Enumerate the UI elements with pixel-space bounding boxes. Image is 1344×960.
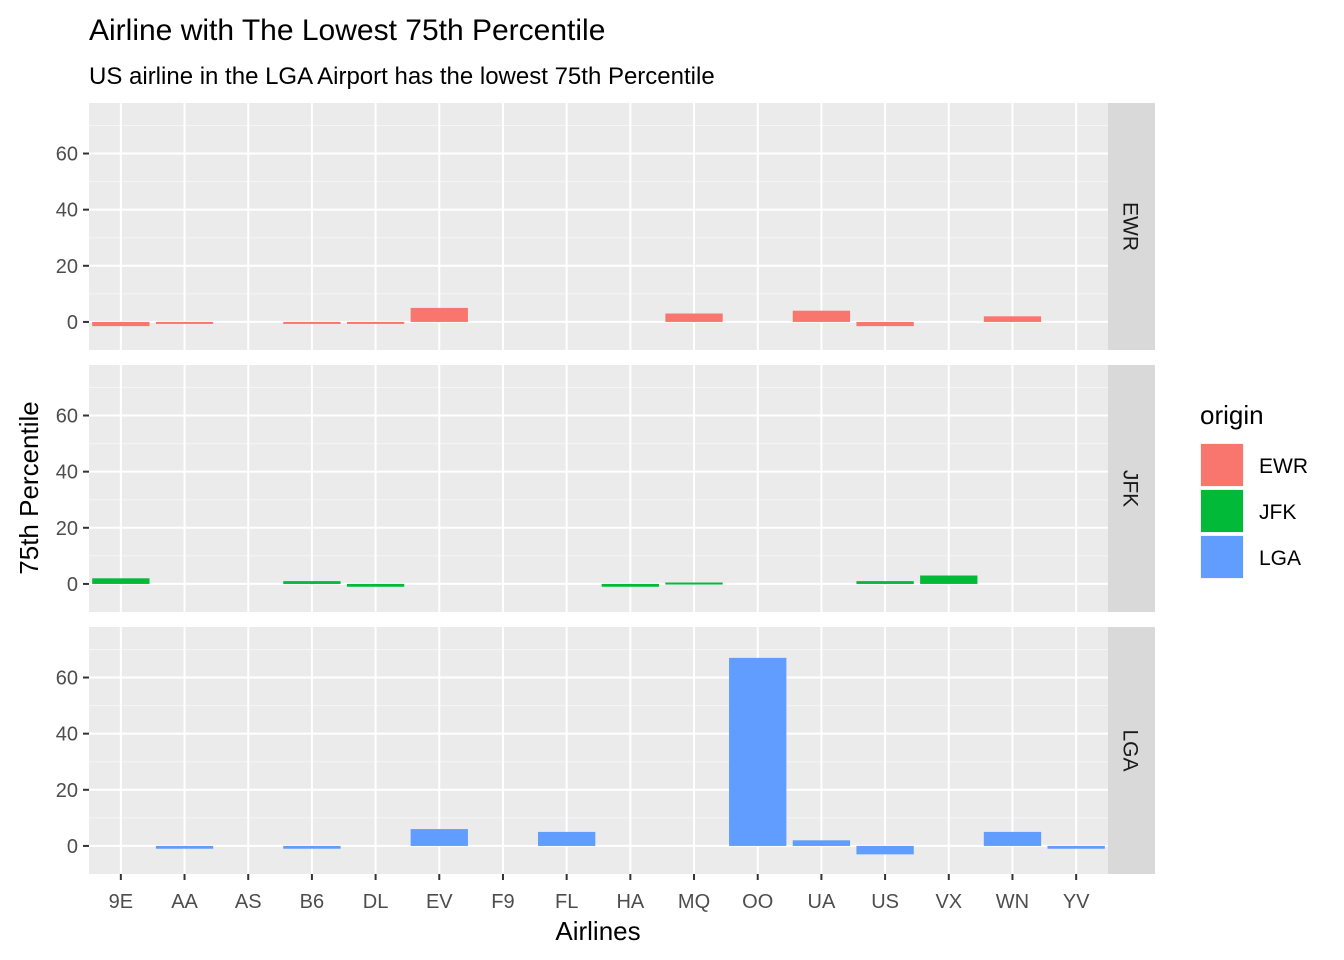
- bar-ewr-9e: EWR 9E: -1.5: [92, 321, 150, 327]
- x-tick-label: F9: [491, 891, 514, 913]
- y-tick-label: 20: [56, 518, 78, 540]
- x-tick-label: FL: [555, 891, 578, 913]
- bar-jfk-dl: JFK DL: -1: [346, 583, 405, 587]
- bar-lga-wn: LGA WN: 5: [983, 831, 1042, 846]
- x-tick-label: DL: [363, 891, 389, 913]
- legend-label-ewr: EWR: [1259, 455, 1308, 478]
- x-tick-label: HA: [616, 891, 644, 913]
- y-tick-label: 0: [67, 574, 78, 596]
- x-axis: 9E AA AS B6 DL EV F9 FL HA MQ OO UA US VX WN YV: [109, 874, 1090, 913]
- x-tick-label: EV: [426, 891, 453, 913]
- legend-key-lga: [1201, 536, 1243, 578]
- bar-jfk-9e: JFK 9E: 2: [92, 578, 150, 584]
- legend: origin EWR JFK LGA: [1200, 400, 1308, 579]
- bar-jfk-mq: JFK MQ: 0.5: [665, 582, 723, 585]
- bar-lga-ev: LGA EV: 6: [410, 829, 468, 846]
- y-tick-label: 0: [67, 312, 78, 334]
- bar-ewr-wn: EWR WN: 2: [983, 316, 1042, 322]
- facet-panels: 0 20 40 60 EWR 9E: -1.5 EWR AA: -0.5 EWR B6: -…: [56, 103, 1155, 874]
- y-tick-label: 60: [56, 406, 78, 428]
- facet-strip-label: EWR: [1119, 202, 1142, 251]
- bar-ewr-dl: EWR DL: -0.5: [346, 321, 405, 324]
- x-tick-label: WN: [996, 891, 1029, 913]
- facet-strip: [1108, 103, 1155, 350]
- panel-background: [89, 365, 1108, 612]
- x-tick-label: B6: [300, 891, 324, 913]
- x-tick-label: US: [871, 891, 899, 913]
- y-tick-label: 60: [56, 144, 78, 166]
- x-tick-label: AA: [171, 891, 198, 913]
- x-tick-label: MQ: [678, 891, 710, 913]
- x-tick-label: 9E: [109, 891, 133, 913]
- bar-ewr-us: EWR US: -1.5: [856, 321, 914, 327]
- bar-ewr-mq: EWR MQ: 3: [665, 313, 723, 322]
- bar-lga-us: LGA US: -3: [856, 845, 914, 855]
- y-tick-label: 20: [56, 256, 78, 278]
- bar-jfk-vx: JFK VX: 3: [920, 575, 978, 584]
- bar-jfk-us: JFK US: 1: [856, 581, 914, 584]
- y-tick-label: 40: [56, 200, 78, 222]
- x-tick-label: YV: [1063, 891, 1090, 913]
- bar-jfk-ha: JFK HA: -1: [601, 583, 660, 587]
- legend-key-ewr: [1201, 444, 1243, 486]
- legend-key-jfk: [1201, 490, 1243, 532]
- facet-strip-label: LGA: [1119, 729, 1142, 771]
- bar-ewr-aa: EWR AA: -0.5: [155, 321, 214, 324]
- legend-label-lga: LGA: [1259, 547, 1301, 570]
- bar-jfk-b6: JFK B6: 1: [283, 581, 341, 584]
- panel-background: [89, 103, 1108, 350]
- bar-lga-b6: LGA B6: -1: [283, 845, 341, 849]
- bar-ewr-ev: EWR EV: 5: [410, 307, 468, 322]
- bar-lga-oo: LGA OO: 67: [729, 657, 787, 846]
- facet-strip-label: JFK: [1119, 470, 1142, 507]
- bar-ewr-ua: EWR UA: 4: [792, 310, 851, 322]
- y-tick-label: 20: [56, 780, 78, 802]
- bar-ewr-b6: EWR B6: -0.5: [283, 321, 341, 324]
- y-axis-label: 75th Percentile: [14, 401, 44, 574]
- x-tick-label: VX: [935, 891, 962, 913]
- facet-strip: [1108, 627, 1155, 874]
- bar-lga-ua: LGA UA: 2: [792, 840, 851, 846]
- legend-title: origin: [1200, 400, 1264, 430]
- panel-background: [89, 627, 1108, 874]
- y-tick-label: 60: [56, 668, 78, 690]
- bar-lga-aa: LGA AA: -1: [155, 845, 214, 849]
- x-tick-label: OO: [742, 891, 773, 913]
- bar-lga-yv: LGA YV: -1: [1047, 845, 1105, 849]
- y-tick-label: 40: [56, 724, 78, 746]
- x-tick-label: UA: [808, 891, 836, 913]
- x-axis-label: Airlines: [555, 916, 640, 946]
- facet-strip: [1108, 365, 1155, 612]
- bar-lga-fl: LGA FL: 5: [537, 831, 596, 846]
- chart-title: Airline with The Lowest 75th Percentile: [89, 14, 605, 47]
- chart-subtitle: US airline in the LGA Airport has the lo…: [89, 63, 715, 90]
- y-tick-label: 0: [67, 836, 78, 858]
- legend-label-jfk: JFK: [1259, 501, 1296, 524]
- y-tick-label: 40: [56, 462, 78, 484]
- x-tick-label: AS: [235, 891, 262, 913]
